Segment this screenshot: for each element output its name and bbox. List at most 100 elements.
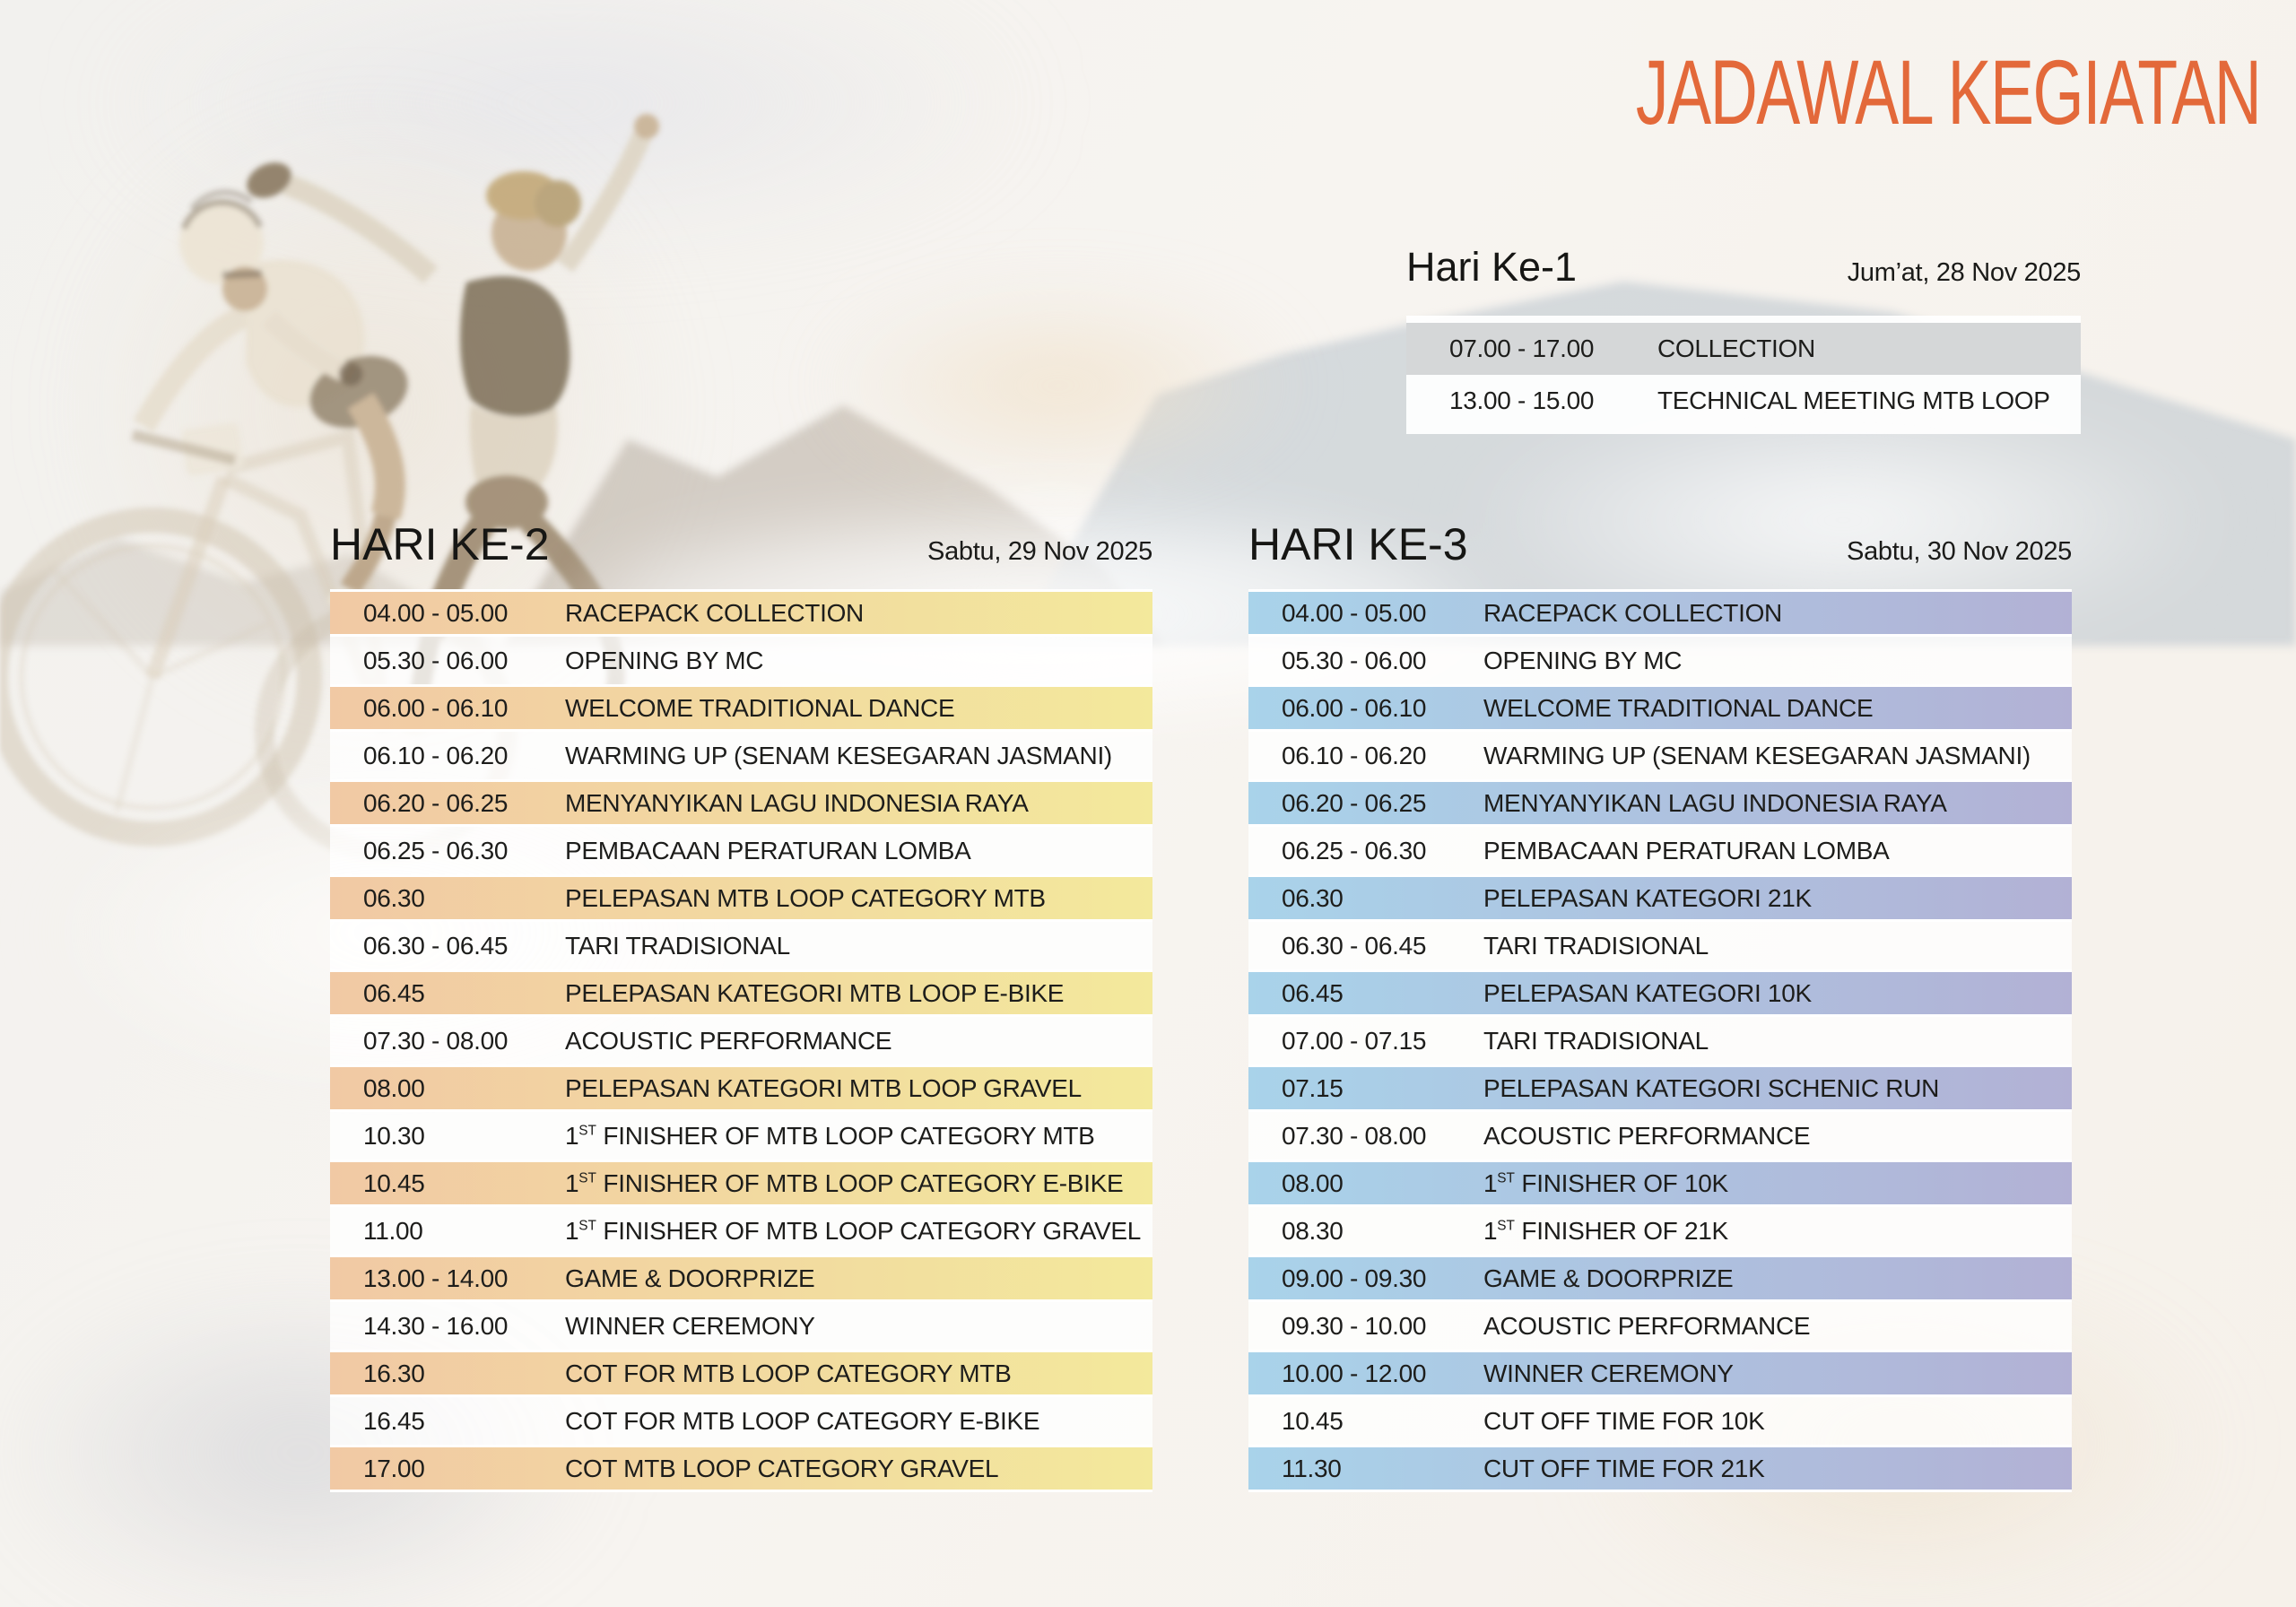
row-activity: PELEPASAN KATEGORI 21K xyxy=(1483,883,1812,912)
row-time: 11.30 xyxy=(1282,1454,1342,1482)
day1-date: Jum’at, 28 Nov 2025 xyxy=(1847,258,2082,287)
row-time: 10.00 - 12.00 xyxy=(1282,1359,1427,1387)
row-time: 10.45 xyxy=(363,1168,425,1197)
row-time: 07.30 - 08.00 xyxy=(1282,1121,1427,1150)
row-activity: ACOUSTIC PERFORMANCE xyxy=(1483,1121,1811,1150)
row-activity: GAME & DOORPRIZE xyxy=(1483,1264,1734,1292)
row-activity: 1ST FINISHER OF MTB LOOP CATEGORY E-BIKE xyxy=(565,1168,1124,1197)
day3-schedule-table: 04.00 - 05.00 RACEPACK COLLECTION 05.30 - … xyxy=(1248,589,2072,1492)
row-time: 07.15 xyxy=(1282,1073,1344,1102)
day2-title: HARI KE-2 xyxy=(330,519,550,569)
row-time: 16.30 xyxy=(363,1359,425,1387)
row-time: 06.10 - 06.20 xyxy=(363,741,509,769)
schedule-row: 06.30 - 06.45 TARI TRADISIONAL xyxy=(1248,922,2072,969)
row-time: 06.30 - 06.45 xyxy=(1282,931,1427,960)
row-time: 14.30 - 16.00 xyxy=(363,1311,509,1340)
row-activity: PELEPASAN KATEGORI MTB LOOP E-BIKE xyxy=(565,978,1065,1007)
row-time: 06.20 - 06.25 xyxy=(363,788,509,817)
row-activity: OPENING BY MC xyxy=(1483,646,1683,674)
schedule-row: 06.10 - 06.20 WARMING UP (SENAM KESEGARAN… xyxy=(1248,732,2072,779)
schedule-row: 08.00 1ST FINISHER OF 10K xyxy=(1248,1160,2072,1207)
day3-title: HARI KE-3 xyxy=(1248,519,1468,569)
schedule-row: 11.30 CUT OFF TIME FOR 21K xyxy=(1248,1445,2072,1492)
row-activity: WARMING UP (SENAM KESEGARAN JASMANI) xyxy=(1483,741,2031,769)
row-time: 09.30 - 10.00 xyxy=(1282,1311,1427,1340)
row-time: 04.00 - 05.00 xyxy=(363,598,509,627)
row-time: 07.00 - 07.15 xyxy=(1282,1026,1427,1055)
schedule-row: 08.00 PELEPASAN KATEGORI MTB LOOP GRAVEL xyxy=(330,1064,1152,1112)
row-time: 05.30 - 06.00 xyxy=(1282,646,1427,674)
schedule-row: 13.00 - 14.00 GAME & DOORPRIZE xyxy=(330,1255,1152,1302)
row-time: 07.00 - 17.00 xyxy=(1449,334,1595,362)
schedule-row: 07.00 - 17.00 COLLECTION xyxy=(1406,323,2081,375)
row-time: 06.00 - 06.10 xyxy=(1282,693,1427,722)
schedule-row: 06.30 PELEPASAN KATEGORI 21K xyxy=(1248,874,2072,922)
row-activity: TARI TRADISIONAL xyxy=(1483,1026,1709,1055)
day3-header: HARI KE-3 Sabtu, 30 Nov 2025 xyxy=(1248,518,2072,570)
mountain-biker-art xyxy=(133,189,408,610)
row-activity: WINNER CEREMONY xyxy=(1483,1359,1734,1387)
row-activity: WELCOME TRADITIONAL DANCE xyxy=(1483,693,1874,722)
day1-title: Hari Ke-1 xyxy=(1406,244,1578,290)
row-activity: COLLECTION xyxy=(1657,334,1815,362)
row-activity: RACEPACK COLLECTION xyxy=(565,598,864,627)
schedule-row: 05.30 - 06.00 OPENING BY MC xyxy=(330,637,1152,684)
row-activity: 1ST FINISHER OF 10K xyxy=(1483,1168,1728,1197)
row-time: 06.25 - 06.30 xyxy=(363,836,509,864)
day2-schedule-table: 04.00 - 05.00 RACEPACK COLLECTION 05.30 - … xyxy=(330,589,1152,1492)
row-activity: RACEPACK COLLECTION xyxy=(1483,598,1782,627)
schedule-row: 06.25 - 06.30 PEMBACAAN PERATURAN LOMBA xyxy=(330,827,1152,874)
schedule-row: 10.30 1ST FINISHER OF MTB LOOP CATEGORY M… xyxy=(330,1112,1152,1160)
day3-date: Sabtu, 30 Nov 2025 xyxy=(1847,537,2072,566)
schedule-row: 13.00 - 15.00 TECHNICAL MEETING MTB LOOP xyxy=(1406,375,2081,427)
day3-section: HARI KE-3 Sabtu, 30 Nov 2025 04.00 - 05.… xyxy=(1248,518,2072,1492)
row-time: 06.45 xyxy=(363,978,425,1007)
row-activity: OPENING BY MC xyxy=(565,646,764,674)
row-activity: PEMBACAAN PERATURAN LOMBA xyxy=(565,836,971,864)
day2-date: Sabtu, 29 Nov 2025 xyxy=(927,537,1152,566)
row-activity: WARMING UP (SENAM KESEGARAN JASMANI) xyxy=(565,741,1112,769)
schedule-row: 08.30 1ST FINISHER OF 21K xyxy=(1248,1207,2072,1255)
schedule-row: 06.25 - 06.30 PEMBACAAN PERATURAN LOMBA xyxy=(1248,827,2072,874)
schedule-row: 07.00 - 07.15 TARI TRADISIONAL xyxy=(1248,1017,2072,1064)
row-time: 06.20 - 06.25 xyxy=(1282,788,1427,817)
row-activity: 1ST FINISHER OF MTB LOOP CATEGORY GRAVEL xyxy=(565,1216,1142,1245)
row-activity: TARI TRADISIONAL xyxy=(1483,931,1709,960)
row-activity: TECHNICAL MEETING MTB LOOP xyxy=(1657,387,2050,414)
row-activity: WINNER CEREMONY xyxy=(565,1311,815,1340)
schedule-row: 11.00 1ST FINISHER OF MTB LOOP CATEGORY G… xyxy=(330,1207,1152,1255)
schedule-row: 14.30 - 16.00 WINNER CEREMONY xyxy=(330,1302,1152,1350)
row-activity: TARI TRADISIONAL xyxy=(565,931,790,960)
schedule-row: 04.00 - 05.00 RACEPACK COLLECTION xyxy=(1248,589,2072,637)
schedule-row: 10.45 1ST FINISHER OF MTB LOOP CATEGORY E… xyxy=(330,1160,1152,1207)
row-time: 13.00 - 15.00 xyxy=(1449,387,1595,414)
row-activity: CUT OFF TIME FOR 10K xyxy=(1483,1406,1765,1435)
row-activity: ACOUSTIC PERFORMANCE xyxy=(565,1026,892,1055)
row-time: 11.00 xyxy=(363,1216,423,1245)
row-time: 17.00 xyxy=(363,1454,425,1482)
schedule-row: 09.30 - 10.00 ACOUSTIC PERFORMANCE xyxy=(1248,1302,2072,1350)
row-time: 10.45 xyxy=(1282,1406,1344,1435)
row-time: 06.25 - 06.30 xyxy=(1282,836,1427,864)
row-time: 06.10 - 06.20 xyxy=(1282,741,1427,769)
schedule-row: 06.00 - 06.10 WELCOME TRADITIONAL DANCE xyxy=(330,684,1152,732)
page-title: JADAWAL KEGIATAN xyxy=(1635,41,2261,143)
row-time: 06.30 xyxy=(1282,883,1344,912)
row-time: 08.00 xyxy=(363,1073,425,1102)
row-time: 04.00 - 05.00 xyxy=(1282,598,1427,627)
schedule-row: 06.20 - 06.25 MENYANYIKAN LAGU INDONESIA … xyxy=(1248,779,2072,827)
row-time: 06.30 xyxy=(363,883,425,912)
row-time: 10.30 xyxy=(363,1121,425,1150)
row-activity: COT MTB LOOP CATEGORY GRAVEL xyxy=(565,1454,999,1482)
row-activity: GAME & DOORPRIZE xyxy=(565,1264,815,1292)
day1-schedule-table: 07.00 - 17.00 COLLECTION 13.00 - 15.00 TECH… xyxy=(1406,316,2081,434)
row-activity: ACOUSTIC PERFORMANCE xyxy=(1483,1311,1811,1340)
row-time: 16.45 xyxy=(363,1406,425,1435)
schedule-row: 17.00 COT MTB LOOP CATEGORY GRAVEL xyxy=(330,1445,1152,1492)
row-time: 13.00 - 14.00 xyxy=(363,1264,509,1292)
day1-section: Hari Ke-1 Jum’at, 28 Nov 2025 07.00 - 17… xyxy=(1406,244,2081,434)
schedule-row: 10.45 CUT OFF TIME FOR 10K xyxy=(1248,1397,2072,1445)
row-activity: PELEPASAN MTB LOOP CATEGORY MTB xyxy=(565,883,1046,912)
schedule-row: 09.00 - 09.30 GAME & DOORPRIZE xyxy=(1248,1255,2072,1302)
